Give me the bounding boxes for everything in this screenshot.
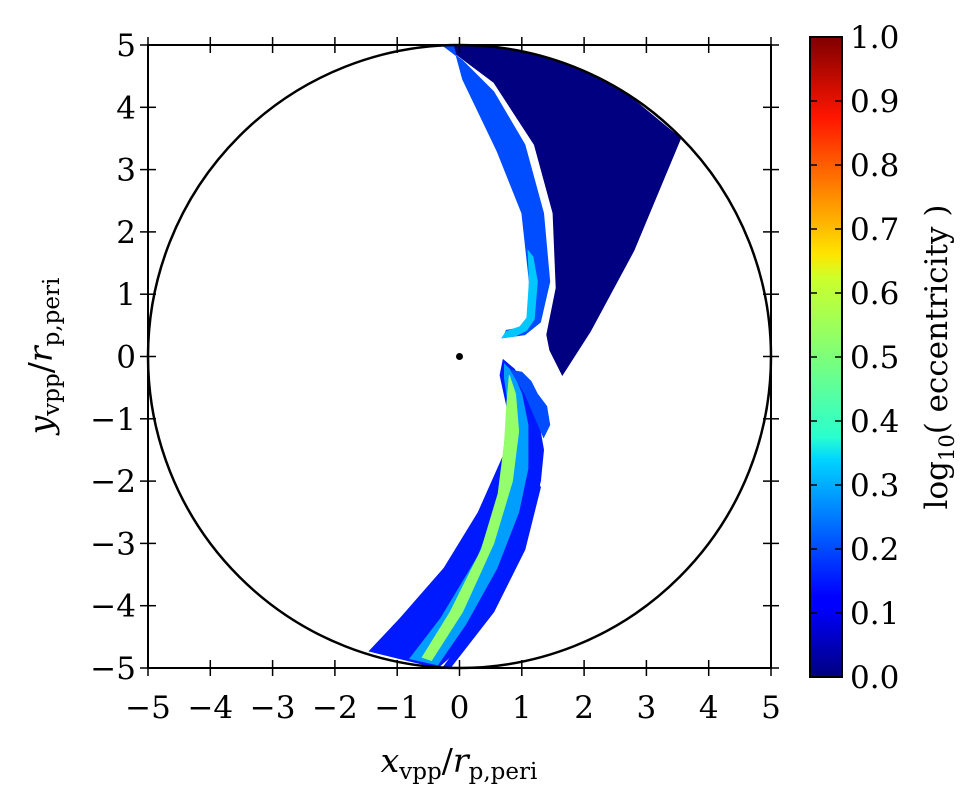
colorbar-tick-label: 0.0: [850, 660, 899, 696]
colorbar-tick-label: 0.5: [850, 340, 899, 376]
x-axis-label-den-sub: p,peri: [469, 759, 538, 785]
x-tick-label: 3: [637, 690, 657, 726]
y-tick-label: −5: [90, 651, 136, 687]
region-upper-arm-inner-band: [501, 249, 538, 339]
x-axis-label-den-var: r: [453, 741, 471, 780]
region-upper-blob: [509, 369, 551, 439]
colorbar-tick-label: 0.2: [850, 532, 899, 568]
x-axis-label: xvpp/rp,peri: [381, 741, 538, 785]
colorbar-tick-label: 0.9: [850, 84, 899, 120]
y-tick-label: −1: [90, 402, 136, 438]
y-axis-label-den-sub: p,peri: [39, 278, 65, 347]
y-tick-label: 0: [116, 340, 136, 376]
x-tick-label: 4: [699, 690, 719, 726]
region-lower-arm-core: [421, 375, 520, 661]
y-tick-label: 3: [116, 153, 136, 189]
colorbar: 0.0 0.1 0.2 0.3 0.4 0.5 0.6 0.7 0.8 0.9 1.0 log10(…: [809, 20, 959, 696]
eccentricity-regions: [368, 45, 682, 668]
x-tick-label: −1: [374, 690, 420, 726]
y-tick-label: −4: [90, 589, 136, 625]
y-tick-label: −3: [90, 526, 136, 562]
y-axis-label-den-var: r: [21, 344, 60, 362]
colorbar-tick-label: 0.7: [850, 212, 899, 248]
x-tick-label: 2: [574, 690, 594, 726]
colorbar-tick-label: 0.1: [850, 596, 899, 632]
colorbar-tick-label: 0.4: [850, 404, 899, 440]
y-tick-label: −2: [90, 464, 136, 500]
x-tick-label: −4: [187, 690, 233, 726]
x-tick-label: 5: [761, 690, 781, 726]
y-tick-label: 5: [116, 28, 136, 64]
x-tick-label: −3: [250, 690, 296, 726]
region-thin-streak: [443, 480, 541, 668]
y-axis-ticks: −5 −4 −3 −2 −1 0 1 2 3 4 5: [90, 28, 779, 687]
central-point: [456, 353, 463, 360]
y-tick-label: 1: [116, 277, 136, 313]
y-tick-label: 2: [116, 215, 136, 251]
colorbar-tick-label: 0.6: [850, 276, 899, 312]
plot-area: −5 −4 −3 −2 −1 0 1 2 3 4 5 −5 −4 −3 −2 −1 0 1 2 3 4 5: [90, 28, 781, 726]
x-tick-label: −5: [125, 690, 171, 726]
x-axis-label-sub: vpp: [398, 759, 441, 785]
colorbar-label-prefix: log: [919, 461, 955, 509]
colorbar-tick-label: 0.8: [850, 148, 899, 184]
x-axis-ticks: −5 −4 −3 −2 −1 0 1 2 3 4 5: [125, 37, 781, 726]
y-axis-label: yvpp/rp,peri: [21, 278, 65, 437]
x-axis-label-var: x: [381, 741, 400, 780]
y-tick-label: 4: [116, 90, 136, 126]
colorbar-label-suffix: ( eccentricity ): [919, 205, 955, 435]
colorbar-label-sub: 10: [935, 434, 959, 461]
colorbar-ticks: 0.0 0.1 0.2 0.3 0.4 0.5 0.6 0.7 0.8 0.9 1.0: [810, 20, 899, 696]
colorbar-tick-label: 1.0: [850, 20, 899, 56]
y-axis-label-var: y: [21, 415, 60, 436]
x-tick-label: 0: [450, 690, 470, 726]
x-tick-label: 1: [512, 690, 532, 726]
colorbar-tick-label: 0.3: [850, 468, 899, 504]
y-axis-label-sub: vpp: [39, 373, 65, 416]
colorbar-label: log10( eccentricity ): [919, 205, 959, 510]
x-tick-label: −2: [312, 690, 358, 726]
